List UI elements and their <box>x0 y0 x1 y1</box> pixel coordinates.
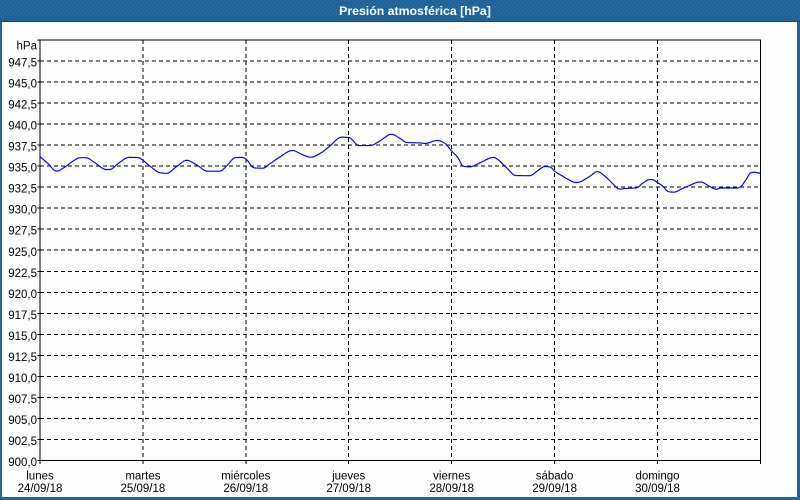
svg-text:29/09/18: 29/09/18 <box>532 483 577 495</box>
svg-text:937,5: 937,5 <box>8 142 37 154</box>
svg-text:930,0: 930,0 <box>8 205 37 217</box>
svg-text:miércoles: miércoles <box>221 470 270 482</box>
svg-text:907,5: 907,5 <box>8 394 37 406</box>
svg-text:945,0: 945,0 <box>8 79 37 91</box>
svg-text:940,0: 940,0 <box>8 121 37 133</box>
svg-text:935,0: 935,0 <box>8 163 37 175</box>
svg-text:905,0: 905,0 <box>8 415 37 427</box>
svg-text:domingo: domingo <box>635 470 679 482</box>
svg-text:30/09/18: 30/09/18 <box>635 483 680 495</box>
svg-text:martes: martes <box>125 470 160 482</box>
svg-text:925,0: 925,0 <box>8 247 37 259</box>
svg-text:900,0: 900,0 <box>8 457 37 469</box>
svg-text:922,5: 922,5 <box>8 268 37 280</box>
svg-text:26/09/18: 26/09/18 <box>223 483 268 495</box>
svg-text:Presión atmosférica [hPa]: Presión atmosférica [hPa] <box>339 4 491 18</box>
svg-text:947,5: 947,5 <box>8 58 37 70</box>
svg-text:28/09/18: 28/09/18 <box>429 483 474 495</box>
svg-text:910,0: 910,0 <box>8 373 37 385</box>
svg-text:viernes: viernes <box>433 470 470 482</box>
svg-text:lunes: lunes <box>26 470 54 482</box>
svg-text:27/09/18: 27/09/18 <box>326 483 371 495</box>
svg-text:915,0: 915,0 <box>8 331 37 343</box>
svg-text:sábado: sábado <box>536 470 574 482</box>
svg-text:942,5: 942,5 <box>8 100 37 112</box>
svg-text:912,5: 912,5 <box>8 352 37 364</box>
svg-text:hPa: hPa <box>17 41 38 53</box>
svg-text:927,5: 927,5 <box>8 226 37 238</box>
svg-text:jueves: jueves <box>331 470 365 482</box>
svg-text:25/09/18: 25/09/18 <box>121 483 166 495</box>
svg-text:24/09/18: 24/09/18 <box>18 483 63 495</box>
svg-text:920,0: 920,0 <box>8 289 37 301</box>
svg-text:917,5: 917,5 <box>8 310 37 322</box>
svg-text:902,5: 902,5 <box>8 436 37 448</box>
svg-text:932,5: 932,5 <box>8 184 37 196</box>
